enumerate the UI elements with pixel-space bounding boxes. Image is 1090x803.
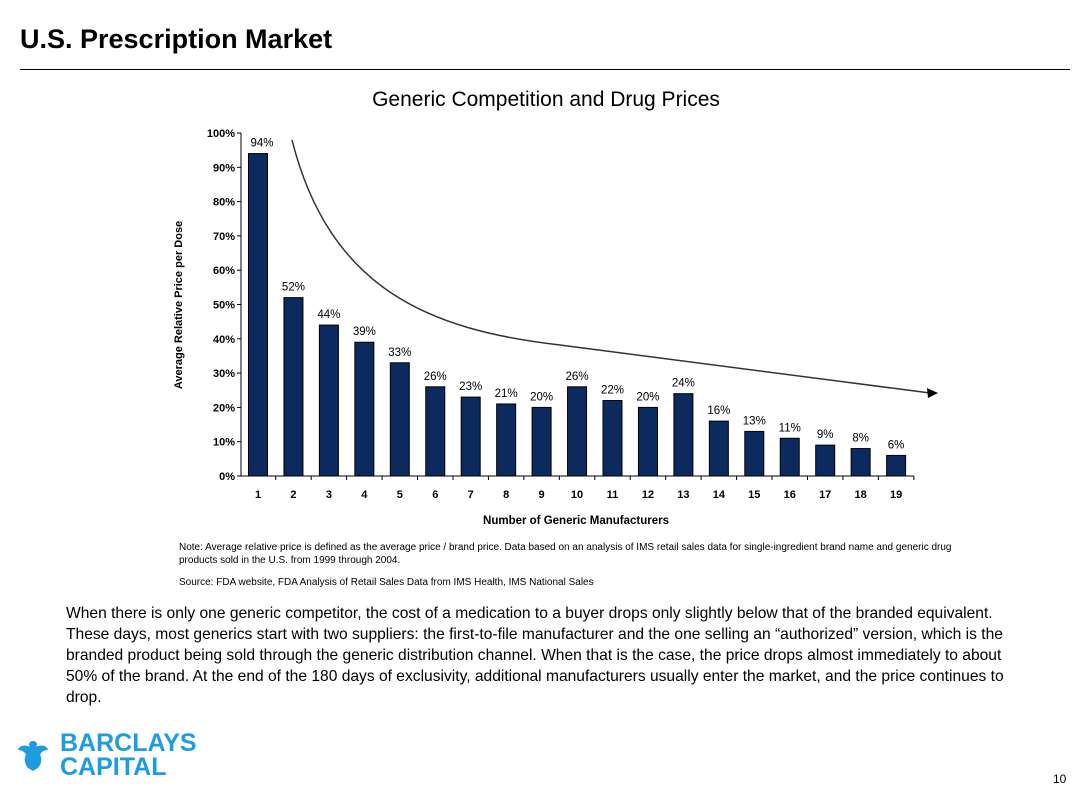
data-label: 6% bbox=[888, 439, 905, 451]
data-label: 13% bbox=[743, 415, 766, 427]
y-tick-label: 90% bbox=[213, 162, 235, 174]
data-label: 44% bbox=[317, 309, 340, 321]
bar bbox=[850, 448, 871, 477]
y-axis-label: Average Relative Price per Dose bbox=[173, 221, 185, 389]
x-tick-label: 10 bbox=[571, 489, 583, 501]
bar bbox=[248, 153, 268, 477]
data-label: 11% bbox=[779, 422, 801, 434]
x-tick-label: 13 bbox=[677, 489, 689, 501]
logo-line1: BARCLAYS bbox=[60, 729, 197, 757]
x-tick-label: 6 bbox=[432, 489, 438, 501]
y-tick-label: 70% bbox=[213, 231, 235, 243]
bar bbox=[389, 362, 410, 477]
chart-source: Source: FDA website, FDA Analysis of Ret… bbox=[179, 577, 594, 588]
x-tick-label: 14 bbox=[713, 489, 726, 501]
trend-curve bbox=[291, 139, 931, 394]
trend-arrowhead bbox=[927, 388, 938, 398]
data-label: 39% bbox=[353, 326, 376, 338]
bar bbox=[602, 400, 623, 477]
data-label: 16% bbox=[707, 405, 730, 417]
y-tick-label: 100% bbox=[207, 128, 235, 140]
x-tick-label: 9 bbox=[539, 489, 545, 501]
bar bbox=[779, 437, 800, 477]
bar bbox=[425, 386, 446, 477]
bar bbox=[318, 324, 339, 477]
bar bbox=[354, 341, 375, 477]
data-label: 23% bbox=[459, 381, 482, 393]
y-tick-label: 50% bbox=[213, 300, 235, 312]
y-tick-label: 0% bbox=[219, 471, 235, 483]
bar bbox=[496, 403, 517, 477]
data-label: 26% bbox=[566, 371, 589, 383]
data-label: 9% bbox=[817, 429, 834, 441]
data-label: 24% bbox=[672, 378, 695, 390]
bar bbox=[531, 406, 552, 477]
bar bbox=[744, 430, 765, 477]
data-label: 26% bbox=[424, 371, 447, 383]
eagle-icon bbox=[18, 741, 48, 771]
title-divider bbox=[20, 69, 1070, 70]
chart-note: Note: Average relative price is defined … bbox=[179, 542, 952, 566]
x-tick-label: 11 bbox=[607, 489, 619, 501]
x-tick-label: 5 bbox=[397, 489, 403, 501]
slide-title: U.S. Prescription Market bbox=[20, 24, 333, 54]
x-tick-label: 18 bbox=[855, 489, 867, 501]
x-tick-label: 15 bbox=[748, 489, 760, 501]
data-label: 8% bbox=[852, 433, 869, 445]
bar bbox=[815, 444, 836, 477]
x-tick-label: 3 bbox=[326, 489, 332, 501]
data-label: 22% bbox=[601, 385, 624, 397]
chart-title: Generic Competition and Drug Prices bbox=[372, 88, 720, 111]
bar bbox=[886, 454, 907, 477]
data-label: 20% bbox=[530, 391, 553, 403]
x-tick-label: 12 bbox=[642, 489, 654, 501]
data-label: 52% bbox=[282, 282, 305, 294]
bar bbox=[673, 393, 694, 477]
bar-chart: Generic Competition and Drug Prices Aver… bbox=[173, 88, 938, 527]
x-tick-label: 4 bbox=[361, 489, 368, 501]
bar bbox=[460, 396, 481, 477]
data-label: 20% bbox=[636, 391, 659, 403]
x-tick-label: 17 bbox=[819, 489, 831, 501]
x-tick-label: 2 bbox=[290, 489, 296, 501]
x-tick-label: 7 bbox=[468, 489, 474, 501]
y-tick-label: 10% bbox=[213, 437, 235, 449]
y-tick-label: 40% bbox=[213, 334, 235, 346]
x-tick-label: 1 bbox=[255, 489, 261, 501]
y-tick-label: 80% bbox=[213, 197, 235, 209]
x-tick-label: 16 bbox=[784, 489, 796, 501]
logo-line2: CAPITAL bbox=[60, 753, 167, 781]
bar bbox=[283, 297, 304, 477]
data-label: 94% bbox=[250, 138, 273, 150]
y-tick-label: 30% bbox=[213, 368, 235, 380]
x-tick-label: 8 bbox=[503, 489, 509, 501]
y-tick-label: 20% bbox=[213, 402, 235, 414]
bar bbox=[637, 406, 658, 477]
y-tick-label: 60% bbox=[213, 265, 235, 277]
x-tick-label: 19 bbox=[890, 489, 902, 501]
data-label: 33% bbox=[388, 347, 411, 359]
data-label: 21% bbox=[495, 388, 518, 400]
bar bbox=[708, 420, 729, 477]
x-axis-label: Number of Generic Manufacturers bbox=[483, 515, 669, 527]
page-number: 10 bbox=[1053, 772, 1067, 786]
bar bbox=[567, 386, 588, 477]
body-paragraph: When there is only one generic competito… bbox=[66, 605, 1004, 706]
barclays-logo: BARCLAYS CAPITAL bbox=[16, 729, 197, 781]
